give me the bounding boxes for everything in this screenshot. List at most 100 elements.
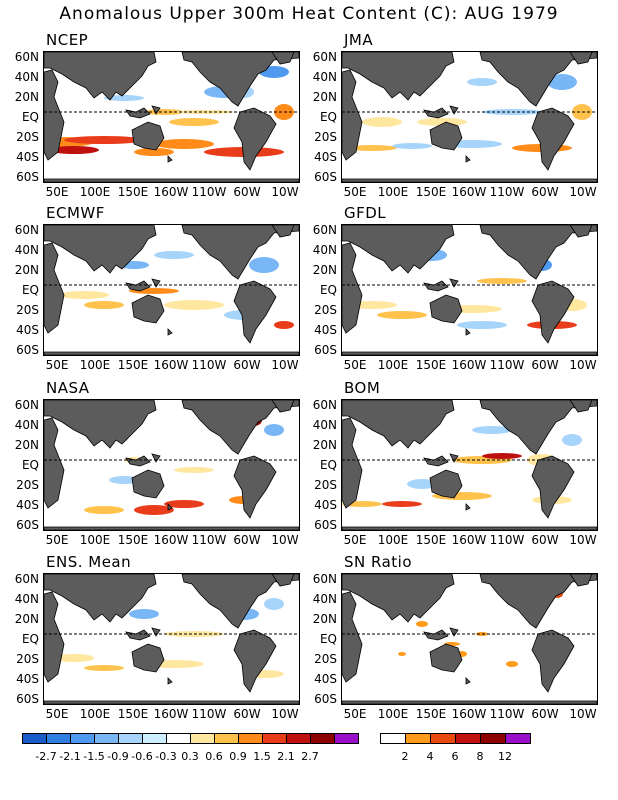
lat-tick-label: 60S [16, 692, 39, 706]
lat-tick-label: 20S [16, 652, 39, 666]
landmass [131, 121, 165, 151]
colorbar-tick-label: -2.7 [35, 750, 57, 763]
anomaly-patch [154, 251, 194, 259]
landmass [151, 278, 161, 288]
colorbar-tick-label: 4 [426, 750, 434, 763]
map-svg [342, 400, 597, 530]
lon-tick-label: 50E [343, 533, 367, 547]
lat-tick-label: 20N [312, 612, 337, 626]
colorbar-swatch [70, 733, 95, 744]
lon-tick-label: 50E [343, 185, 367, 199]
lon-tick-label: 100E [377, 358, 409, 372]
map-panel-jma [341, 51, 598, 183]
landmass [44, 574, 157, 623]
anomaly-patch [362, 117, 402, 127]
lat-tick-label: EQ [21, 458, 39, 472]
lat-tick-label: 60N [312, 572, 337, 586]
landmass [131, 469, 165, 499]
lat-tick-label: EQ [319, 632, 337, 646]
anomaly-patch [109, 476, 139, 484]
anomaly-patch [467, 78, 497, 86]
colorbar-tick-label: -2.1 [59, 750, 81, 763]
colorbar-tick-label: -1.5 [83, 750, 105, 763]
landmass [423, 280, 449, 292]
lon-tick-label: 60W [233, 185, 261, 199]
anomaly-patch [407, 479, 437, 489]
lon-tick-label: 160W [451, 707, 487, 721]
landmass [465, 328, 471, 336]
anomaly-patch [482, 453, 522, 459]
landmass [342, 69, 363, 161]
landmass [233, 455, 277, 519]
landmass [44, 526, 299, 530]
landmass [44, 52, 157, 101]
lon-tick-label: 50E [45, 358, 69, 372]
anomaly-patch [174, 467, 214, 473]
lon-tick-label: 150E [117, 358, 149, 372]
lon-tick-label: 100E [377, 533, 409, 547]
lat-tick-label: 20N [14, 612, 39, 626]
lat-tick-label: EQ [21, 110, 39, 124]
map-svg [342, 225, 597, 355]
anomaly-patch [417, 118, 467, 126]
anomaly-patch [274, 321, 294, 329]
lat-tick-label: 40N [312, 243, 337, 257]
anomaly-patch [164, 300, 224, 310]
landmass [131, 643, 165, 673]
lon-tick-label: 110W [489, 358, 525, 372]
lon-tick-label: 60W [233, 533, 261, 547]
map-svg [44, 400, 299, 530]
lon-tick-label: 110W [191, 358, 227, 372]
landmass [44, 591, 65, 683]
lat-tick-label: 40S [16, 672, 39, 686]
lat-tick-label: 60S [314, 343, 337, 357]
colorbar-tick-label: 2.7 [301, 750, 319, 763]
anomaly-patch [457, 321, 507, 329]
anomaly-patch [477, 278, 527, 284]
landmass [342, 178, 597, 182]
map-panel-ens-mean [43, 573, 300, 705]
lat-tick-label: 60N [14, 398, 39, 412]
landmass [44, 400, 157, 449]
colorbar-swatch [238, 733, 263, 744]
map-svg [44, 52, 299, 182]
landmass [271, 52, 295, 65]
lat-tick-label: 60S [314, 692, 337, 706]
landmass [423, 455, 449, 467]
colorbar-swatch [214, 733, 239, 744]
landmass [342, 400, 455, 449]
lon-tick-label: 100E [79, 533, 111, 547]
panel-title-ncep: NCEP [46, 31, 89, 49]
lat-tick-label: 20S [314, 303, 337, 317]
colorbar-tick-label: 0.6 [205, 750, 223, 763]
lat-tick-label: 40S [16, 498, 39, 512]
panel-title-gfdl: GFDL [344, 204, 387, 222]
lat-tick-label: 60N [14, 223, 39, 237]
lon-tick-label: 160W [153, 185, 189, 199]
map-panel-ncep [43, 51, 300, 183]
colorbar-swatch [46, 733, 71, 744]
anomaly-patch [134, 505, 174, 515]
lon-tick-label: 160W [153, 707, 189, 721]
map-panel-bom [341, 399, 598, 531]
landmass [342, 52, 455, 101]
lat-tick-label: EQ [319, 283, 337, 297]
landmass [342, 351, 597, 355]
anomaly-patch [562, 434, 582, 446]
colorbar-swatch [118, 733, 143, 744]
landmass [233, 629, 277, 693]
lat-tick-label: 20S [16, 303, 39, 317]
lat-tick-label: 40S [314, 323, 337, 337]
landmass [569, 52, 593, 65]
landmass [131, 294, 165, 324]
landmass [44, 178, 299, 182]
lon-tick-label: 60W [531, 358, 559, 372]
map-svg [44, 225, 299, 355]
sn-ratio-colorbar: 2 4 6 8 12 [380, 733, 535, 773]
landmass [429, 121, 463, 151]
lon-tick-label: 160W [451, 358, 487, 372]
landmass [151, 453, 161, 463]
anomaly-patch [398, 652, 406, 656]
anomaly-patch [64, 136, 144, 144]
colorbar-swatch [190, 733, 215, 744]
